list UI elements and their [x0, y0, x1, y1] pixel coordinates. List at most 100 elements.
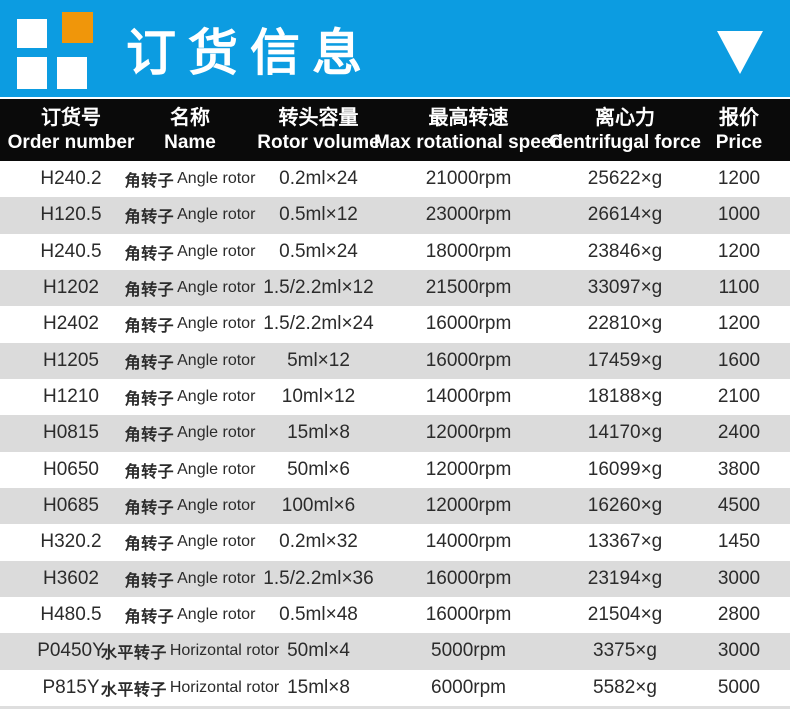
logo-square-bottom-left [17, 57, 47, 89]
column-header-price: 报价 Price [705, 99, 790, 161]
cell-centrifugal-force: 3375×g [593, 640, 657, 662]
table-row: H0650 角转子 Angle rotor 50ml×6 12000rpm 16… [0, 451, 790, 488]
cell-max-speed: 23000rpm [425, 204, 512, 226]
table-row: H120.5 角转子 Angle rotor 0.5ml×12 23000rpm… [0, 197, 790, 234]
cell-max-speed: 12000rpm [425, 422, 512, 444]
cell-name-en: Angle rotor [177, 388, 256, 406]
cell-centrifugal-force: 25622×g [587, 168, 663, 190]
column-header-max-speed: 最高转速 Max rotational speed [374, 99, 563, 161]
table-row: H480.5 角转子 Angle rotor 0.5ml×48 16000rpm… [0, 596, 790, 634]
cell-price: 1200 [717, 240, 761, 262]
cell-price: 2100 [717, 386, 761, 408]
table-row: H240.5 角转子 Angle rotor 0.5ml×24 18000rpm… [0, 233, 790, 270]
cell-max-speed: 18000rpm [425, 240, 512, 262]
cell-rotor-volume: 50ml×6 [287, 458, 350, 480]
cell-name-en: Angle rotor [177, 206, 256, 224]
cell-name-cn: 角转子 [124, 427, 175, 445]
cell-price: 1100 [718, 277, 760, 299]
column-header-en: Order number [7, 131, 135, 153]
column-header-cn: 报价 [719, 106, 759, 129]
cell-name-cn: 角转子 [124, 282, 175, 300]
cell-order-number: H120.5 [40, 204, 102, 226]
column-header-cn: 转头容量 [278, 106, 359, 129]
cell-order-number: H0650 [43, 458, 99, 480]
cell-max-speed: 21500rpm [425, 277, 512, 299]
cell-max-speed: 16000rpm [425, 313, 512, 335]
column-header-en: Price [715, 131, 763, 153]
cell-name: 角转子 Angle rotor [125, 567, 256, 591]
cell-max-speed: 14000rpm [425, 531, 512, 553]
cell-centrifugal-force: 23194×g [587, 567, 663, 589]
cell-centrifugal-force: 5582×g [593, 676, 657, 698]
logo-squares-icon [17, 12, 95, 90]
banner: 订货信息 [0, 0, 790, 97]
cell-name: 角转子 Angle rotor [125, 276, 256, 300]
cell-name: 角转子 Angle rotor [125, 349, 256, 373]
column-header-en: Centrifugal force [548, 131, 702, 153]
cell-rotor-volume: 0.2ml×32 [279, 531, 358, 553]
cell-rotor-volume: 0.5ml×12 [279, 204, 358, 226]
cell-name-cn: 角转子 [124, 572, 175, 590]
cell-name-cn: 角转子 [124, 354, 175, 372]
table-row: H0685 角转子 Angle rotor 100ml×6 12000rpm 1… [0, 487, 790, 525]
cell-name: 水平转子 Horizontal rotor [101, 676, 279, 700]
cell-order-number: H320.2 [40, 531, 102, 553]
table-row: H0815 角转子 Angle rotor 15ml×8 12000rpm 14… [0, 415, 790, 452]
cell-name: 角转子 Angle rotor [125, 203, 256, 227]
column-header-en: Rotor volume [257, 131, 380, 153]
cell-centrifugal-force: 16099×g [587, 458, 663, 480]
table-body: H240.2 角转子 Angle rotor 0.2ml×24 21000rpm… [0, 161, 790, 706]
cell-order-number: H480.5 [40, 604, 102, 626]
cell-price: 1600 [717, 349, 761, 371]
cell-order-number: P0450Y [37, 640, 105, 662]
cell-order-number: P815Y [42, 676, 100, 698]
table-row: H320.2 角转子 Angle rotor 0.2ml×32 14000rpm… [0, 524, 790, 561]
cell-centrifugal-force: 16260×g [587, 495, 663, 517]
column-header-en: Name [164, 131, 216, 153]
banner-divider [0, 97, 790, 99]
column-header-order-number: 订货号 Order number [0, 99, 135, 161]
cell-name: 角转子 Angle rotor [125, 458, 256, 482]
table-row: P0450Y 水平转子 Horizontal rotor 50ml×4 5000… [0, 633, 790, 670]
cell-name: 角转子 Angle rotor [125, 240, 256, 264]
cell-name: 水平转子 Horizontal rotor [101, 639, 279, 663]
logo-square-bottom-right [57, 57, 87, 89]
cell-price: 2800 [717, 604, 761, 626]
cell-name: 角转子 Angle rotor [125, 494, 256, 518]
cell-order-number: H2402 [43, 313, 99, 335]
cell-centrifugal-force: 13367×g [587, 531, 663, 553]
cell-order-number: H3602 [43, 567, 99, 589]
logo-square-top-left [17, 19, 47, 48]
cell-price: 2400 [717, 422, 761, 444]
cell-centrifugal-force: 17459×g [587, 349, 663, 371]
cell-name-cn: 角转子 [124, 609, 175, 627]
cell-name-en: Angle rotor [177, 242, 256, 260]
cell-centrifugal-force: 21504×g [587, 604, 663, 626]
cell-order-number: H240.2 [40, 168, 102, 190]
cell-price: 1450 [717, 531, 761, 553]
cell-name-en: Angle rotor [177, 533, 256, 551]
cell-name-cn: 角转子 [124, 245, 175, 263]
cell-name-en: Angle rotor [177, 424, 256, 442]
table-header: 订货号 Order number 名称 Name 转头容量 Rotor volu… [0, 99, 790, 161]
cell-rotor-volume: 0.2ml×24 [279, 168, 358, 190]
cell-name-cn: 水平转子 [100, 645, 167, 663]
triangle-down-icon[interactable] [717, 31, 763, 74]
cell-max-speed: 6000rpm [431, 676, 506, 698]
cell-order-number: H1210 [43, 386, 99, 408]
column-header-cn: 名称 [170, 106, 210, 129]
cell-centrifugal-force: 26614×g [587, 204, 663, 226]
cell-max-speed: 16000rpm [425, 349, 512, 371]
cell-rotor-volume: 5ml×12 [287, 349, 350, 371]
cell-name: 角转子 Angle rotor [125, 530, 256, 554]
table-row: H1205 角转子 Angle rotor 5ml×12 16000rpm 17… [0, 342, 790, 379]
table-row: H3602 角转子 Angle rotor 1.5/2.2ml×36 16000… [0, 560, 790, 597]
cell-rotor-volume: 1.5/2.2ml×24 [263, 313, 374, 335]
cell-max-speed: 14000rpm [425, 386, 512, 408]
cell-centrifugal-force: 22810×g [587, 313, 663, 335]
cell-name: 角转子 Angle rotor [125, 312, 256, 336]
cell-name: 角转子 Angle rotor [125, 385, 256, 409]
page-title: 订货信息 [126, 24, 374, 81]
cell-name-en: Angle rotor [177, 606, 256, 624]
